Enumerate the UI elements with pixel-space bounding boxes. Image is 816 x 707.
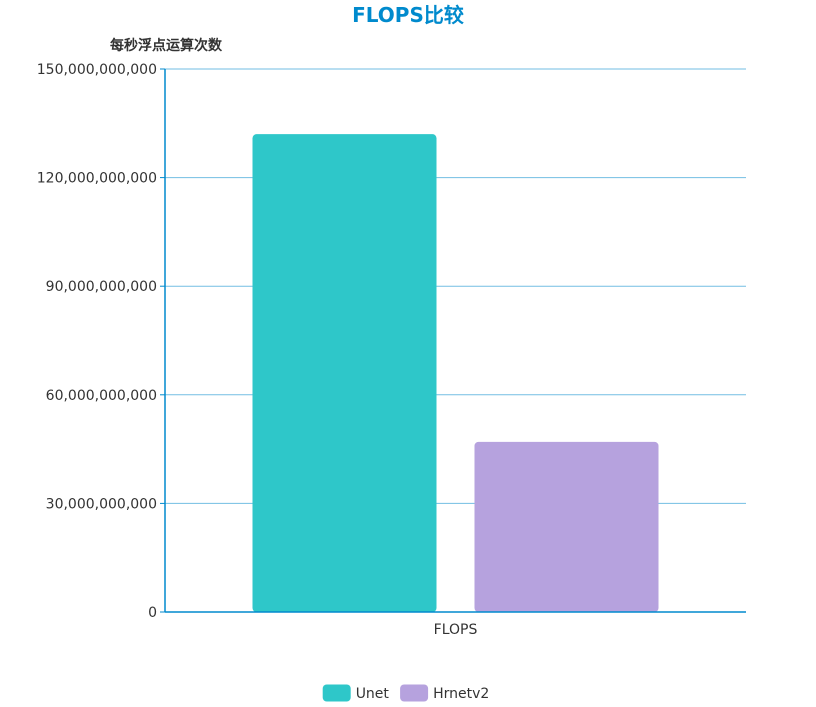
y-tick-label: 120,000,000,000 xyxy=(37,171,157,187)
bar-hrnetv2[interactable] xyxy=(474,441,659,612)
legend-item-unet[interactable]: Unet xyxy=(322,684,390,703)
y-tick-label: 30,000,000,000 xyxy=(46,496,157,512)
bar-unet[interactable] xyxy=(252,134,437,612)
legend-label: Hrnetv2 xyxy=(433,686,489,702)
y-tick-label: 90,000,000,000 xyxy=(46,279,157,295)
legend-swatch xyxy=(400,684,429,702)
legend-swatch xyxy=(322,684,351,702)
legend-label: Unet xyxy=(356,686,390,702)
bars xyxy=(252,134,659,612)
x-tick-labels: FLOPS xyxy=(434,622,478,638)
legend-item-hrnetv2[interactable]: Hrnetv2 xyxy=(400,684,489,703)
gridlines xyxy=(165,68,746,504)
y-tick-labels: 0 30,000,000,000 60,000,000,000 90,000,000,… xyxy=(37,62,157,621)
legend[interactable]: Unet Hrnetv2 xyxy=(322,684,490,703)
y-tick-label: 0 xyxy=(148,605,157,621)
y-tick-label: 150,000,000,000 xyxy=(37,62,157,78)
chart-title: FLOPS比较 xyxy=(352,3,464,27)
x-tick-label: FLOPS xyxy=(434,622,478,638)
y-tick-label: 60,000,000,000 xyxy=(46,388,157,404)
y-axis-label: 每秒浮点运算次数 xyxy=(110,37,223,54)
axes xyxy=(160,68,746,613)
